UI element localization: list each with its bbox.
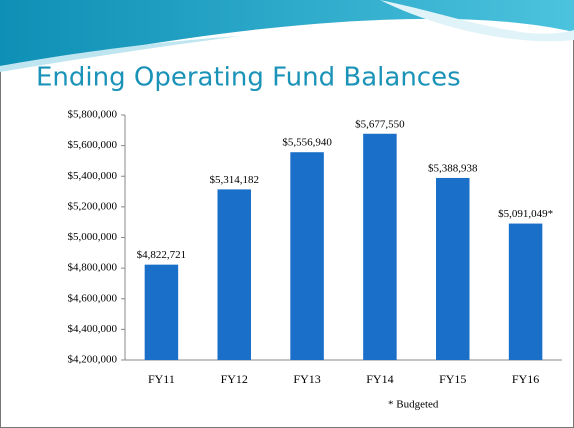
bar xyxy=(217,189,252,360)
value-label: $5,314,182 xyxy=(210,174,260,186)
annotation: * Budgeted xyxy=(388,399,439,411)
value-label: $5,677,550 xyxy=(355,118,405,130)
bar xyxy=(290,152,324,360)
y-tick-label: $4,400,000 xyxy=(68,323,118,335)
value-label: $5,091,049* xyxy=(498,208,553,220)
bar xyxy=(144,264,179,360)
value-label: $5,556,940 xyxy=(282,137,332,149)
bar xyxy=(508,223,543,360)
y-tick-label: $4,200,000 xyxy=(68,354,118,366)
y-tick-label: $4,600,000 xyxy=(68,292,118,304)
y-tick-label: $5,400,000 xyxy=(68,170,118,182)
x-tick-label: FY13 xyxy=(293,372,320,386)
header-swoosh-light xyxy=(380,0,574,42)
y-tick-label: $5,600,000 xyxy=(68,139,118,151)
x-tick-label: FY12 xyxy=(221,372,248,386)
bar xyxy=(435,177,470,360)
y-tick-label: $4,800,000 xyxy=(68,262,118,274)
chart-title: Ending Operating Fund Balances xyxy=(36,63,461,93)
x-tick-label: FY16 xyxy=(512,372,539,386)
x-tick-label: FY11 xyxy=(148,372,175,386)
y-tick-label: $5,000,000 xyxy=(68,231,118,243)
bar xyxy=(363,133,397,360)
value-label: $5,388,938 xyxy=(428,162,478,174)
x-tick-label: FY14 xyxy=(366,372,393,386)
value-label: $4,822,721 xyxy=(137,249,187,261)
y-tick-label: $5,800,000 xyxy=(68,109,118,121)
y-tick-label: $5,200,000 xyxy=(68,200,118,212)
x-tick-label: FY15 xyxy=(439,372,466,386)
